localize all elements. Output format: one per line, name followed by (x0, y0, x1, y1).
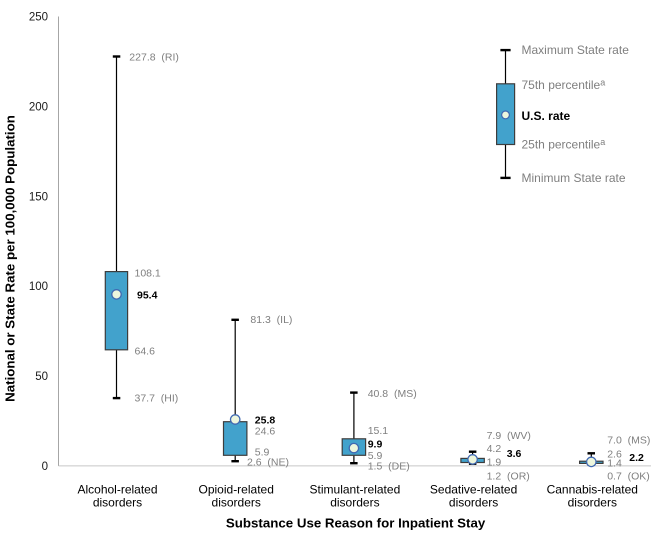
svg-text:25.8: 25.8 (255, 415, 276, 427)
svg-text:95.4: 95.4 (137, 290, 158, 302)
svg-text:U.S. rate: U.S. rate (522, 109, 571, 123)
svg-text:75th percentilea: 75th percentilea (522, 78, 606, 93)
svg-text:108.1: 108.1 (135, 268, 161, 280)
svg-text:50: 50 (35, 371, 48, 383)
svg-text:40.8 (MS): 40.8 (MS) (368, 388, 417, 400)
svg-text:disorders: disorders (568, 496, 617, 510)
svg-text:7.9 (WV): 7.9 (WV) (487, 430, 531, 442)
svg-text:1.2 (OR): 1.2 (OR) (487, 471, 530, 483)
svg-text:Substance Use Reason for Inpat: Substance Use Reason for Inpatient Stay (226, 516, 486, 531)
svg-text:150: 150 (29, 191, 48, 203)
svg-text:5.9: 5.9 (368, 450, 383, 462)
svg-text:24.6: 24.6 (255, 426, 276, 438)
svg-text:9.9: 9.9 (368, 438, 383, 450)
svg-text:disorders: disorders (212, 496, 261, 510)
svg-text:25th percentilea: 25th percentilea (522, 137, 606, 152)
svg-text:disorders: disorders (330, 496, 379, 510)
svg-text:3.6: 3.6 (507, 448, 522, 460)
svg-text:200: 200 (29, 102, 48, 114)
svg-text:227.8 (RI): 227.8 (RI) (129, 52, 179, 64)
svg-text:64.6: 64.6 (135, 345, 156, 357)
svg-text:1.9: 1.9 (487, 456, 502, 468)
svg-text:4.2: 4.2 (487, 443, 502, 455)
svg-text:Alcohol-related: Alcohol-related (77, 483, 157, 497)
svg-text:National or State Rate per 100: National or State Rate per 100,000 Popul… (3, 115, 18, 402)
svg-text:250: 250 (29, 12, 48, 24)
svg-text:2.2: 2.2 (629, 452, 644, 464)
svg-text:Maximum State rate: Maximum State rate (522, 43, 630, 57)
svg-text:2.6: 2.6 (607, 449, 622, 461)
svg-text:disorders: disorders (449, 496, 498, 510)
svg-text:0: 0 (42, 461, 48, 473)
svg-text:Minimum State rate: Minimum State rate (522, 171, 626, 185)
svg-text:81.3 (IL): 81.3 (IL) (250, 314, 292, 326)
svg-text:disorders: disorders (93, 496, 142, 510)
svg-text:2.6 (NE): 2.6 (NE) (247, 457, 289, 469)
svg-text:37.7 (HI): 37.7 (HI) (135, 393, 179, 405)
svg-text:Sedative-related: Sedative-related (430, 483, 517, 497)
svg-text:7.0 (MS): 7.0 (MS) (607, 434, 650, 446)
svg-text:1.4: 1.4 (607, 458, 622, 470)
svg-text:Opioid-related: Opioid-related (199, 483, 274, 497)
svg-text:Cannabis-related: Cannabis-related (547, 483, 638, 497)
svg-text:Stimulant-related: Stimulant-related (310, 483, 401, 497)
svg-text:0.7 (OK): 0.7 (OK) (607, 471, 650, 483)
svg-text:15.1: 15.1 (368, 425, 389, 437)
svg-text:5.9: 5.9 (255, 447, 270, 459)
svg-text:1.5 (DE): 1.5 (DE) (368, 460, 410, 472)
svg-text:100: 100 (29, 281, 48, 293)
